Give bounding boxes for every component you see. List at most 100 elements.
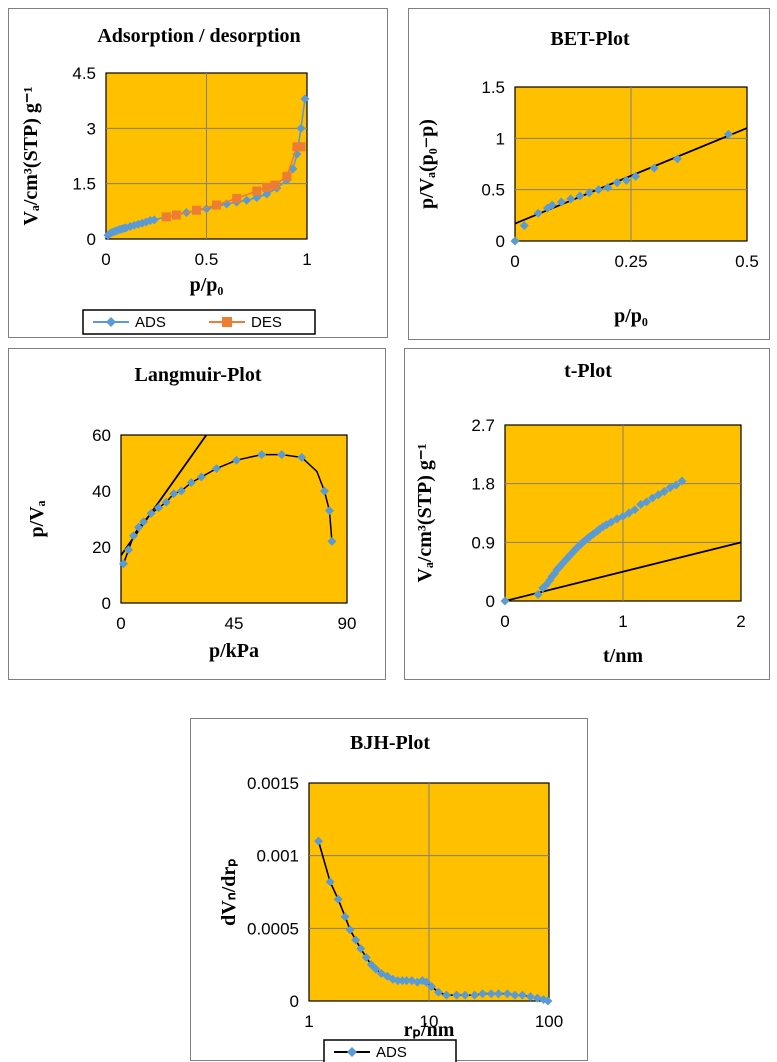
data-point-diamond xyxy=(649,163,659,173)
data-point-diamond xyxy=(510,236,520,246)
chart-title: BJH-Plot xyxy=(350,732,430,754)
plot-data xyxy=(510,127,748,246)
legend-swatch-marker xyxy=(106,317,116,327)
data-point-diamond xyxy=(442,990,452,1000)
data-point-diamond xyxy=(618,511,628,521)
plot-area xyxy=(120,434,348,604)
bet-plot-chart: 0 0.25 0.5 0 0.5 1 1.5 BET-Plot p/p₀ p/Vₐ(p₀−p) xyxy=(408,8,770,340)
data-point-diamond xyxy=(486,989,496,999)
legend-label: ADS xyxy=(135,314,166,331)
y-tick-label: 0 xyxy=(290,992,299,1011)
y-axis-label: p/Vₐ xyxy=(26,500,48,537)
y-tick-label: 3 xyxy=(87,119,96,138)
y-tick-label: 0.0015 xyxy=(247,774,299,793)
data-point-square xyxy=(296,142,306,152)
x-axis-label: t/nm xyxy=(603,645,643,667)
data-point-diamond xyxy=(566,549,576,559)
data-point-diamond xyxy=(550,569,560,579)
data-point-diamond xyxy=(452,990,462,1000)
data-point-diamond xyxy=(556,197,566,207)
data-point-diamond xyxy=(631,171,641,181)
chart-title: Langmuir-Plot xyxy=(134,364,261,386)
y-tick-label: 1.5 xyxy=(481,78,505,97)
data-point-diamond xyxy=(538,583,548,593)
data-point-diamond xyxy=(533,589,543,599)
y-tick-label: 0 xyxy=(87,230,96,249)
data-point-diamond xyxy=(242,195,252,205)
data-point-diamond xyxy=(300,94,310,104)
data-point-diamond xyxy=(533,208,543,218)
data-point-diamond xyxy=(677,476,687,486)
legend-label: DES xyxy=(251,314,282,331)
data-point-square xyxy=(270,180,280,190)
y-tick-label: 1.5 xyxy=(72,175,96,194)
data-point-square xyxy=(232,193,242,203)
plot-data xyxy=(500,476,742,606)
y-tick-label: 0 xyxy=(496,232,505,251)
data-point-diamond xyxy=(134,522,144,532)
data-point-diamond xyxy=(129,531,139,541)
data-point-diamond xyxy=(296,123,306,133)
data-point-diamond xyxy=(371,964,381,974)
x-tick-label: 0 xyxy=(116,614,125,633)
bet-plot-svg: 0 0.25 0.5 0 0.5 1 1.5 BET-Plot p/p₀ p/Vₐ(p₀−p) xyxy=(416,28,759,327)
data-point-diamond xyxy=(672,154,682,164)
data-point-diamond xyxy=(327,536,337,546)
bjh-plot-svg: 1 10 100 0 0.0005 0.001 0.0015 BJH-Plot rₚ/nm dVₙ… xyxy=(218,732,563,1062)
legend-box xyxy=(323,1039,457,1062)
data-point-diamond xyxy=(434,987,444,997)
data-point-diamond xyxy=(594,524,604,534)
data-point-diamond xyxy=(584,188,594,198)
data-point-diamond xyxy=(517,990,527,1000)
y-tick-label: 0 xyxy=(102,594,111,613)
x-axis-label: rₚ/nm xyxy=(404,1019,455,1041)
data-point-diamond xyxy=(333,894,343,904)
data-point-diamond xyxy=(603,183,613,193)
y-axis-label: p/Vₐ(p₀−p) xyxy=(416,119,438,209)
legend: ADS xyxy=(323,1039,457,1062)
data-point-diamond xyxy=(393,976,403,986)
y-tick-label: 1 xyxy=(496,129,505,148)
data-point-diamond xyxy=(547,200,557,210)
data-point-diamond xyxy=(478,989,488,999)
x-tick-label: 0 xyxy=(101,250,110,269)
data-point-diamond xyxy=(532,993,542,1003)
data-point-square xyxy=(212,200,222,210)
data-point-diamond xyxy=(575,191,585,201)
data-point-diamond xyxy=(366,960,376,970)
data-point-diamond xyxy=(502,989,512,999)
data-point-diamond xyxy=(324,506,334,516)
data-point-diamond xyxy=(211,464,221,474)
y-tick-label: 4.5 xyxy=(72,64,96,83)
data-point-diamond xyxy=(161,497,171,507)
data-point-diamond xyxy=(648,493,657,503)
data-point-square xyxy=(191,205,201,215)
data-point-diamond xyxy=(621,175,631,185)
data-point-diamond xyxy=(154,503,164,513)
data-point-diamond xyxy=(186,478,196,488)
data-point-diamond xyxy=(594,185,604,195)
data-point-diamond xyxy=(257,450,267,460)
data-point-diamond xyxy=(196,472,206,482)
data-point-diamond xyxy=(232,455,242,465)
data-point-diamond xyxy=(421,977,431,987)
x-tick-label: 0.5 xyxy=(735,252,759,271)
data-point-square xyxy=(161,212,171,222)
data-point-diamond xyxy=(376,968,386,978)
x-tick-label: 0 xyxy=(500,612,509,631)
data-point-diamond xyxy=(319,486,329,496)
y-tick-label: 40 xyxy=(92,482,111,501)
data-point-diamond xyxy=(630,505,640,515)
adsorption-desorption-chart: 0 0.5 1 0 1.5 3 4.5 Adsorption / desorption p/p₀… xyxy=(8,8,388,338)
data-point-diamond xyxy=(557,559,567,569)
data-point-diamond xyxy=(566,194,576,204)
data-point-diamond xyxy=(543,996,553,1006)
langmuir-plot-svg: 0 45 90 0 20 40 60 Langmuir-Plot p/kPa p/Vₐ xyxy=(26,364,356,662)
data-point-diamond xyxy=(653,490,663,500)
x-tick-label: 100 xyxy=(535,1012,563,1031)
data-point-diamond xyxy=(723,129,733,139)
x-tick-label: 1 xyxy=(302,250,311,269)
data-point-diamond xyxy=(351,935,361,945)
y-axis-label: Vₐ/cm³(STP) g⁻¹ xyxy=(414,444,436,583)
